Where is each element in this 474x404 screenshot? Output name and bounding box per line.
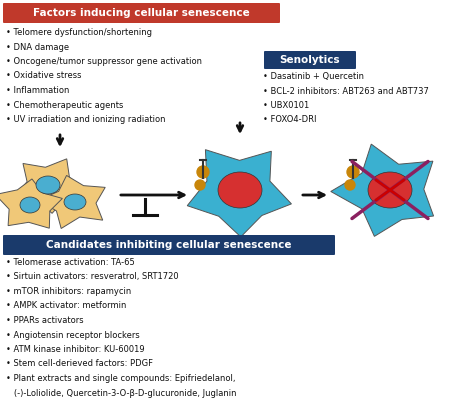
Circle shape [347,166,359,178]
Text: • Angiotensin receptor blockers: • Angiotensin receptor blockers [6,330,140,339]
Polygon shape [15,159,85,213]
Text: • DNA damage: • DNA damage [6,42,69,51]
Text: • Oxidative stress: • Oxidative stress [6,72,82,80]
Text: • Telomerase activation: TA-65: • Telomerase activation: TA-65 [6,258,135,267]
Text: • FOXO4-DRI: • FOXO4-DRI [263,116,317,124]
FancyBboxPatch shape [264,51,356,69]
Text: • Telomere dysfunction/shortening: • Telomere dysfunction/shortening [6,28,152,37]
Polygon shape [187,149,292,237]
Text: • Sirtuin activators: resveratrol, SRT1720: • Sirtuin activators: resveratrol, SRT17… [6,273,179,282]
Text: • Dasatinib + Quercetin: • Dasatinib + Quercetin [263,72,364,81]
Polygon shape [0,179,63,228]
Text: • ATM kinase inhibitor: KU-60019: • ATM kinase inhibitor: KU-60019 [6,345,145,354]
Text: • Stem cell-derieved factors: PDGF: • Stem cell-derieved factors: PDGF [6,360,153,368]
Text: • UBX0101: • UBX0101 [263,101,309,110]
Text: (-)-Loliolide, Quercetin-3-O-β-D-glucuronide, Juglanin: (-)-Loliolide, Quercetin-3-O-β-D-glucuro… [6,389,237,398]
Polygon shape [39,175,105,229]
Text: Factors inducing cellular senescence: Factors inducing cellular senescence [33,8,250,18]
Text: • PPARs activators: • PPARs activators [6,316,83,325]
Text: Senolytics: Senolytics [280,55,340,65]
Text: • UV irradiation and ionizing radiation: • UV irradiation and ionizing radiation [6,115,165,124]
FancyBboxPatch shape [3,3,280,23]
Text: Candidates inhibiting cellular senescence: Candidates inhibiting cellular senescenc… [46,240,292,250]
Text: • Inflammation: • Inflammation [6,86,69,95]
Text: • Oncogene/tumor suppressor gene activation: • Oncogene/tumor suppressor gene activat… [6,57,202,66]
FancyBboxPatch shape [3,235,335,255]
Text: • Chemotherapeutic agents: • Chemotherapeutic agents [6,101,123,109]
Text: • Plant extracts and single compounds: Epifriedelanol,: • Plant extracts and single compounds: E… [6,374,236,383]
Text: • mTOR inhibitors: rapamycin: • mTOR inhibitors: rapamycin [6,287,131,296]
Text: • AMPK activator: metformin: • AMPK activator: metformin [6,301,127,311]
Ellipse shape [20,197,40,213]
Ellipse shape [64,194,86,210]
Circle shape [197,166,209,178]
Polygon shape [331,144,434,236]
Ellipse shape [218,172,262,208]
Ellipse shape [36,176,60,194]
Circle shape [195,180,205,190]
Ellipse shape [368,172,412,208]
Circle shape [345,180,355,190]
Text: • BCL-2 inhibitors: ABT263 and ABT737: • BCL-2 inhibitors: ABT263 and ABT737 [263,86,429,95]
